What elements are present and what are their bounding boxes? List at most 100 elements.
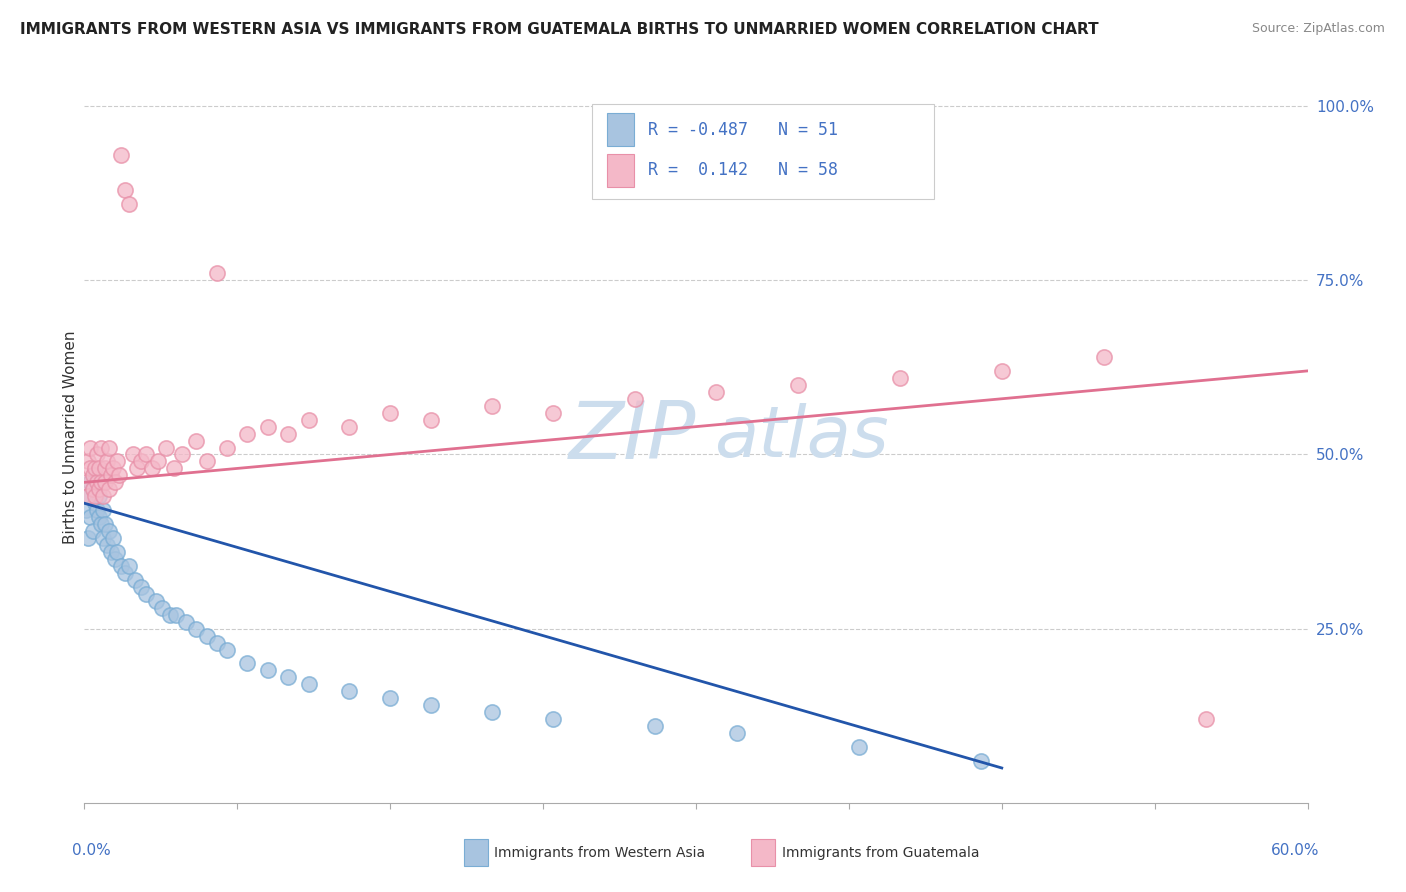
Text: Immigrants from Western Asia: Immigrants from Western Asia bbox=[494, 846, 706, 860]
Point bbox=[277, 426, 299, 441]
Point bbox=[77, 531, 100, 545]
Point bbox=[104, 475, 127, 490]
Point bbox=[217, 642, 239, 657]
Point bbox=[86, 475, 108, 490]
Point bbox=[87, 461, 110, 475]
Point bbox=[725, 726, 748, 740]
Point bbox=[86, 503, 108, 517]
Point bbox=[298, 677, 321, 691]
Point bbox=[87, 483, 110, 497]
Point bbox=[97, 524, 120, 538]
Point bbox=[83, 496, 105, 510]
Point bbox=[118, 558, 141, 573]
Text: 60.0%: 60.0% bbox=[1271, 843, 1320, 858]
Point bbox=[77, 489, 100, 503]
Point bbox=[298, 412, 321, 426]
Point bbox=[186, 622, 208, 636]
Point bbox=[277, 670, 299, 684]
Text: 0.0%: 0.0% bbox=[72, 843, 111, 858]
Point bbox=[481, 705, 503, 719]
Point bbox=[82, 483, 104, 497]
Point bbox=[150, 600, 173, 615]
Point bbox=[145, 594, 167, 608]
Point bbox=[101, 531, 124, 545]
Text: IMMIGRANTS FROM WESTERN ASIA VS IMMIGRANTS FROM GUATEMALA BIRTHS TO UNMARRIED WO: IMMIGRANTS FROM WESTERN ASIA VS IMMIGRAN… bbox=[20, 22, 1098, 37]
Point bbox=[93, 475, 115, 490]
Point bbox=[706, 384, 728, 399]
Point bbox=[339, 684, 361, 698]
Bar bbox=[606, 153, 634, 186]
Point bbox=[105, 454, 128, 468]
Point bbox=[420, 412, 443, 426]
Point bbox=[101, 461, 124, 475]
Point bbox=[236, 426, 259, 441]
Point bbox=[1195, 712, 1218, 726]
Point bbox=[159, 607, 181, 622]
Point bbox=[135, 587, 157, 601]
Point bbox=[1092, 350, 1115, 364]
Bar bbox=[751, 839, 776, 866]
Point bbox=[131, 580, 153, 594]
Point bbox=[77, 489, 100, 503]
Point bbox=[75, 475, 97, 490]
Point bbox=[186, 434, 208, 448]
Point bbox=[481, 399, 503, 413]
Point bbox=[91, 489, 114, 503]
Point bbox=[970, 754, 993, 768]
Point bbox=[205, 635, 228, 649]
Point bbox=[118, 196, 141, 211]
Point bbox=[131, 454, 153, 468]
Point bbox=[83, 489, 105, 503]
Bar bbox=[606, 113, 634, 146]
Point bbox=[257, 419, 280, 434]
Point bbox=[75, 503, 97, 517]
Point bbox=[108, 468, 131, 483]
Text: R = -0.487   N = 51: R = -0.487 N = 51 bbox=[648, 121, 838, 139]
Point bbox=[146, 454, 169, 468]
Point bbox=[163, 461, 186, 475]
Point bbox=[195, 454, 218, 468]
Point bbox=[114, 566, 136, 580]
Point bbox=[991, 364, 1014, 378]
Point bbox=[155, 441, 177, 455]
Text: Immigrants from Guatemala: Immigrants from Guatemala bbox=[782, 846, 979, 860]
Point bbox=[100, 468, 122, 483]
Point bbox=[110, 558, 132, 573]
Point bbox=[93, 517, 115, 532]
Point bbox=[96, 538, 118, 552]
Point bbox=[174, 615, 197, 629]
Point bbox=[87, 489, 110, 503]
Point bbox=[543, 406, 565, 420]
Point bbox=[83, 461, 105, 475]
Point bbox=[848, 740, 870, 755]
Point bbox=[127, 461, 149, 475]
Point bbox=[195, 629, 218, 643]
Point bbox=[205, 266, 228, 280]
Point bbox=[82, 483, 104, 497]
Point bbox=[339, 419, 361, 434]
Point bbox=[87, 510, 110, 524]
Point bbox=[79, 510, 101, 524]
Point bbox=[380, 406, 402, 420]
Point bbox=[79, 475, 101, 490]
Point bbox=[97, 483, 120, 497]
Point bbox=[141, 461, 163, 475]
Bar bbox=[464, 839, 488, 866]
Point bbox=[543, 712, 565, 726]
Y-axis label: Births to Unmarried Women: Births to Unmarried Women bbox=[63, 330, 77, 544]
Point bbox=[236, 657, 259, 671]
Point bbox=[86, 475, 108, 490]
Point bbox=[624, 392, 647, 406]
Point bbox=[86, 448, 108, 462]
Point bbox=[889, 371, 911, 385]
Point bbox=[90, 475, 112, 490]
Point bbox=[114, 183, 136, 197]
Point bbox=[96, 454, 118, 468]
Point bbox=[79, 441, 101, 455]
Point bbox=[91, 531, 114, 545]
Point bbox=[83, 468, 105, 483]
Point bbox=[420, 698, 443, 713]
Text: R =  0.142   N = 58: R = 0.142 N = 58 bbox=[648, 161, 838, 179]
Text: atlas: atlas bbox=[714, 402, 889, 472]
Text: Source: ZipAtlas.com: Source: ZipAtlas.com bbox=[1251, 22, 1385, 36]
